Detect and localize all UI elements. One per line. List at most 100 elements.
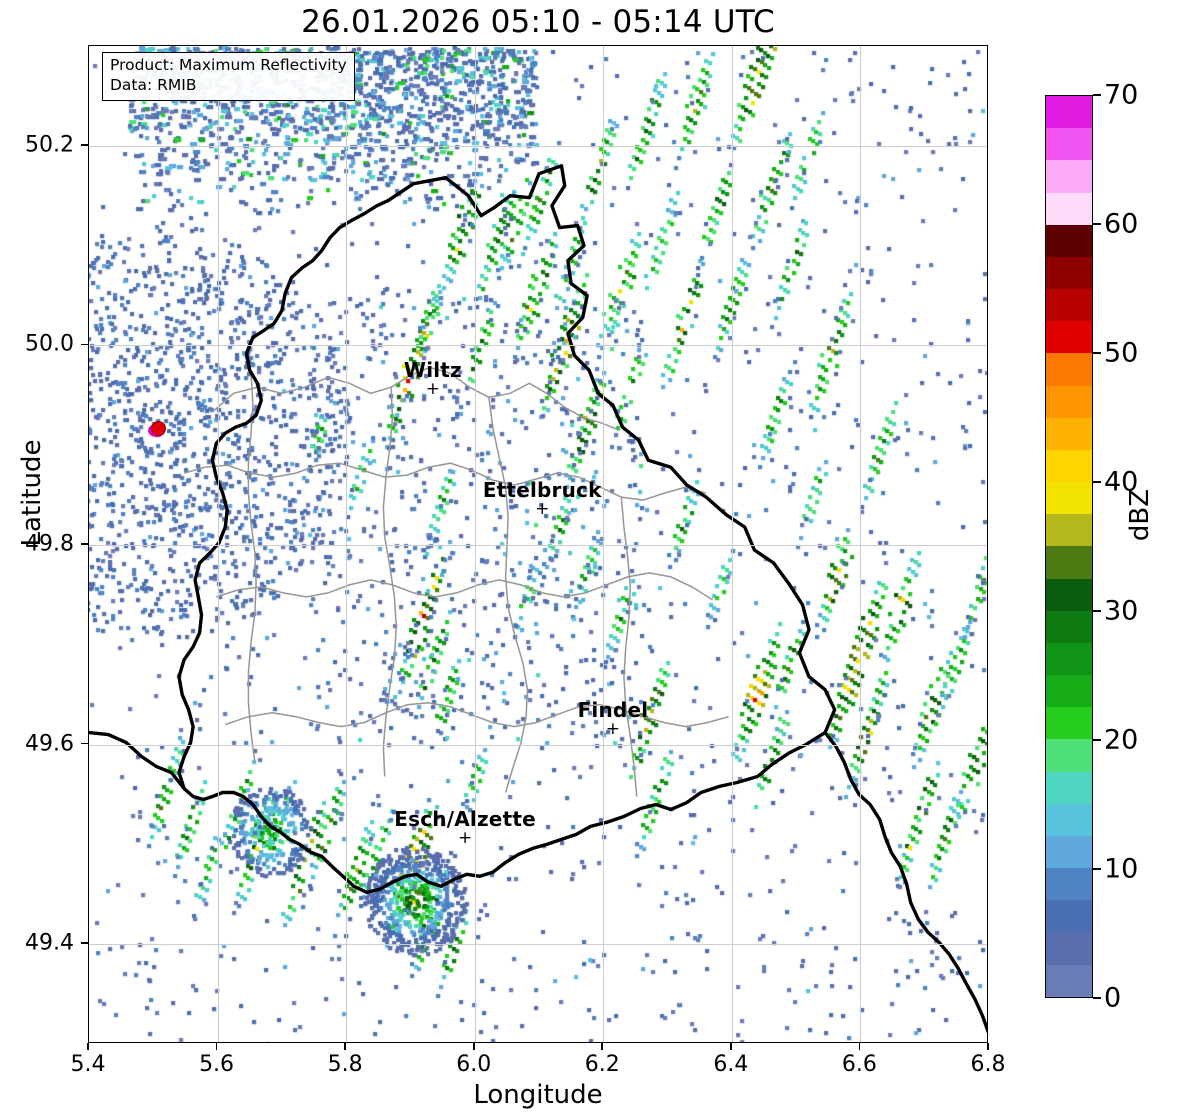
x-axis-tick-label: 5.6 — [199, 1052, 235, 1077]
colorbar[interactable] — [1045, 95, 1093, 998]
city-label-findel: Findel + — [578, 698, 649, 737]
colorbar-band — [1046, 385, 1092, 418]
colorbar-band — [1046, 707, 1092, 740]
colorbar-tick-label: 30 — [1104, 595, 1139, 627]
colorbar-band — [1046, 353, 1092, 386]
gridline-vertical — [474, 46, 476, 1042]
colorbar-band — [1046, 321, 1092, 354]
gridline-vertical — [603, 46, 605, 1042]
x-axis-tick-label: 5.4 — [70, 1052, 106, 1077]
city-marker-plus-icon: + — [535, 499, 550, 520]
colorbar-tick — [1093, 868, 1101, 870]
x-axis-title: Longitude — [473, 1080, 603, 1110]
x-axis-tick — [987, 1043, 989, 1050]
colorbar-tick-label: 60 — [1104, 208, 1139, 240]
colorbar-tick — [1093, 223, 1101, 225]
colorbar-tick — [1093, 610, 1101, 612]
colorbar-band — [1046, 417, 1092, 450]
country-border-path — [823, 730, 987, 1034]
y-axis-tick-label: 50.0 — [25, 331, 74, 357]
colorbar-tick-label: 50 — [1104, 337, 1139, 369]
country-borders — [89, 164, 987, 1034]
colorbar-band — [1046, 289, 1092, 322]
colorbar-band — [1046, 739, 1092, 772]
city-name: Findel — [577, 697, 649, 722]
radar-site-marker[interactable] — [147, 421, 167, 440]
colorbar-tick — [1093, 352, 1101, 354]
country-border-path — [177, 164, 837, 894]
colorbar-band — [1046, 224, 1092, 257]
country-border-path — [89, 730, 186, 791]
canton-border-path — [183, 462, 707, 501]
colorbar-title: dBZ — [1125, 488, 1155, 542]
colorbar-band — [1046, 256, 1092, 290]
colorbar-band — [1046, 128, 1092, 161]
colorbar-band — [1046, 868, 1092, 901]
product-info-box: Product: Maximum Reflectivity Data: RMIB — [102, 52, 355, 101]
colorbar-tick-label: 70 — [1104, 79, 1139, 111]
product-line: Product: Maximum Reflectivity — [110, 56, 347, 74]
y-axis-tick — [81, 343, 88, 346]
colorbar-band — [1046, 610, 1092, 643]
gridline-vertical — [860, 46, 862, 1042]
city-label-wiltz: Wiltz + — [404, 358, 462, 397]
city-marker-plus-icon: + — [605, 718, 621, 739]
x-axis-tick — [344, 1043, 346, 1050]
map-borders-layer — [89, 164, 987, 1034]
colorbar-band — [1046, 932, 1092, 965]
colorbar-band — [1046, 964, 1092, 997]
colorbar-band — [1046, 449, 1092, 483]
page-title: 26.01.2026 05:10 - 05:14 UTC — [301, 4, 775, 40]
canton-border-path — [247, 373, 257, 763]
colorbar-band — [1046, 578, 1092, 611]
x-axis-tick-label: 6.2 — [584, 1052, 620, 1077]
y-axis-tick — [81, 742, 88, 745]
gridline-vertical — [346, 46, 348, 1042]
colorbar-band — [1046, 160, 1092, 193]
x-axis-tick — [730, 1043, 732, 1050]
x-axis-tick — [87, 1043, 89, 1050]
colorbar-tick — [1093, 997, 1101, 999]
data-source-line: Data: RMIB — [110, 75, 197, 94]
colorbar-band — [1046, 803, 1092, 836]
colorbar-band — [1046, 675, 1092, 708]
canton-border-path — [620, 497, 638, 797]
x-axis-tick — [215, 1043, 218, 1050]
y-axis-tick-label: 49.6 — [25, 731, 74, 757]
colorbar-band — [1046, 771, 1092, 804]
colorbar-tick — [1093, 94, 1101, 96]
colorbar-tick — [1093, 739, 1101, 741]
gridline-vertical — [731, 46, 733, 1042]
radar-site-dot — [150, 421, 166, 437]
x-axis-tick-label: 6.0 — [456, 1052, 492, 1077]
y-axis-tick-label: 49.8 — [25, 531, 74, 557]
x-axis-tick — [601, 1043, 604, 1050]
x-axis-tick-label: 6.6 — [841, 1052, 877, 1077]
colorbar-band — [1046, 96, 1092, 129]
city-name: Wiltz — [403, 358, 462, 383]
x-axis-tick — [858, 1043, 861, 1050]
colorbar-band — [1046, 482, 1092, 515]
radar-reflectivity-layer — [89, 46, 987, 1042]
canton-border-path — [382, 387, 398, 777]
canton-border-path — [225, 701, 729, 728]
radar-map-plot[interactable]: Product: Maximum Reflectivity Data: RMIB… — [88, 45, 988, 1043]
city-label-ettelbruck: Ettelbruck + — [483, 478, 602, 517]
colorbar-band — [1046, 900, 1092, 933]
colorbar-tick-label: 10 — [1104, 853, 1139, 885]
colorbar-band — [1046, 835, 1092, 869]
colorbar-band — [1046, 514, 1092, 547]
gridline-horizontal — [89, 145, 987, 147]
x-axis-tick-label: 6.8 — [970, 1052, 1006, 1077]
gridline-horizontal — [89, 944, 987, 946]
city-name: Ettelbruck — [482, 478, 602, 503]
gridline-horizontal — [89, 345, 987, 347]
city-marker-plus-icon: + — [457, 828, 473, 849]
canton-border-path — [488, 397, 529, 793]
gridline-horizontal — [89, 545, 987, 546]
colorbar-tick-label: 20 — [1104, 724, 1139, 756]
city-marker-plus-icon: + — [425, 379, 441, 400]
canton-borders — [183, 366, 729, 797]
x-axis-tick — [472, 1043, 475, 1050]
y-axis-tick-label: 49.4 — [25, 930, 74, 956]
